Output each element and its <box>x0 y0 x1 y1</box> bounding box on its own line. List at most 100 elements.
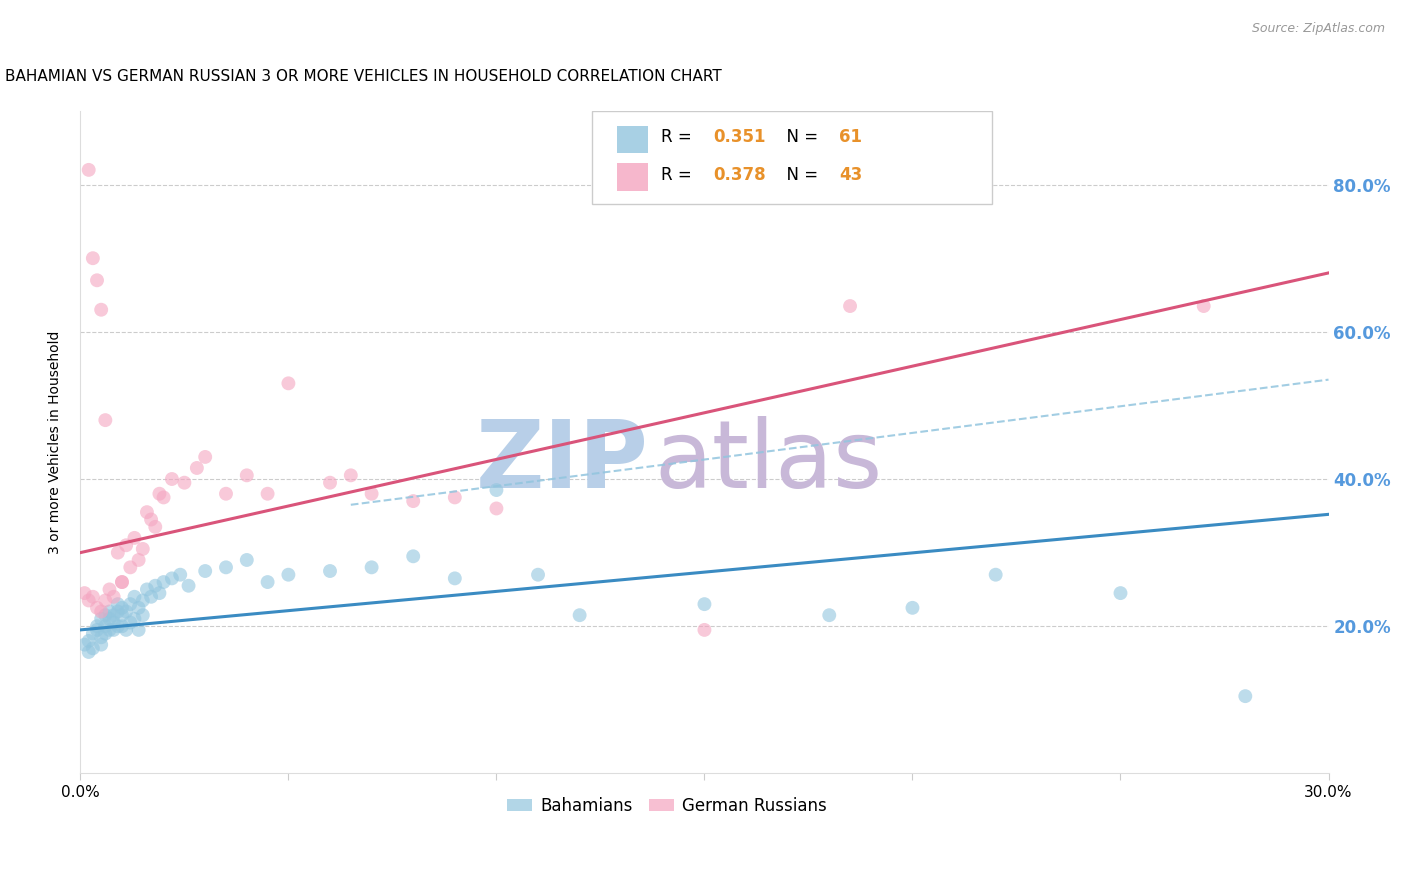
Point <box>136 505 159 519</box>
Point <box>136 582 159 597</box>
Point <box>82 626 104 640</box>
Point <box>94 619 117 633</box>
Text: Source: ZipAtlas.com: Source: ZipAtlas.com <box>1251 22 1385 36</box>
Point <box>124 531 146 545</box>
Point <box>111 575 134 590</box>
Point <box>215 487 238 501</box>
Point <box>98 612 121 626</box>
Point <box>236 468 259 483</box>
Point <box>115 623 138 637</box>
Point <box>128 623 150 637</box>
Point <box>82 641 104 656</box>
Point <box>77 645 100 659</box>
Point <box>120 615 142 630</box>
Point <box>139 512 162 526</box>
Point <box>1234 689 1257 703</box>
Point <box>115 605 138 619</box>
Point <box>277 376 299 391</box>
Point <box>124 590 146 604</box>
Point <box>173 475 195 490</box>
Point <box>402 549 425 564</box>
Text: BAHAMIAN VS GERMAN RUSSIAN 3 OR MORE VEHICLES IN HOUSEHOLD CORRELATION CHART: BAHAMIAN VS GERMAN RUSSIAN 3 OR MORE VEH… <box>6 70 723 85</box>
Point <box>111 608 134 623</box>
Point <box>90 612 112 626</box>
Point <box>120 597 142 611</box>
Point <box>194 564 217 578</box>
Text: atlas: atlas <box>655 416 883 508</box>
Point <box>86 273 108 287</box>
Point <box>86 619 108 633</box>
Point <box>115 538 138 552</box>
Point <box>82 590 104 604</box>
Point <box>443 571 465 585</box>
Point <box>527 567 550 582</box>
Point <box>256 575 278 590</box>
Point <box>128 553 150 567</box>
Point <box>319 564 342 578</box>
Y-axis label: 3 or more Vehicles in Household: 3 or more Vehicles in Household <box>48 331 62 554</box>
Point <box>236 553 259 567</box>
Point <box>77 162 100 177</box>
Point <box>94 626 117 640</box>
Point <box>194 450 217 464</box>
Point <box>360 560 382 574</box>
FancyBboxPatch shape <box>617 126 648 153</box>
Point <box>148 586 170 600</box>
Point <box>839 299 862 313</box>
Point <box>94 413 117 427</box>
Text: 43: 43 <box>839 166 862 184</box>
Text: N =: N = <box>776 166 823 184</box>
Point <box>103 590 125 604</box>
Point <box>86 600 108 615</box>
Text: R =: R = <box>661 128 697 145</box>
Point <box>128 600 150 615</box>
Point <box>111 619 134 633</box>
Point <box>984 567 1007 582</box>
Text: 0.351: 0.351 <box>713 128 766 145</box>
Point <box>139 590 162 604</box>
Point <box>568 608 591 623</box>
Point <box>693 623 716 637</box>
FancyBboxPatch shape <box>592 111 991 203</box>
Point <box>90 638 112 652</box>
Point <box>901 600 924 615</box>
Point <box>98 605 121 619</box>
Point <box>319 475 342 490</box>
Point <box>77 634 100 648</box>
Point <box>111 575 134 590</box>
Point <box>103 608 125 623</box>
Point <box>132 593 155 607</box>
Point <box>107 619 129 633</box>
Text: 0.378: 0.378 <box>713 166 766 184</box>
Point <box>1109 586 1132 600</box>
Point <box>186 461 208 475</box>
Point <box>107 546 129 560</box>
Point <box>90 302 112 317</box>
Point <box>1192 299 1215 313</box>
Point <box>82 251 104 265</box>
Point <box>177 579 200 593</box>
Point <box>169 567 191 582</box>
Point <box>402 494 425 508</box>
Point <box>693 597 716 611</box>
Point <box>94 608 117 623</box>
Point <box>152 575 174 590</box>
Point <box>98 582 121 597</box>
FancyBboxPatch shape <box>617 163 648 191</box>
Point <box>120 560 142 574</box>
Point <box>277 567 299 582</box>
Point <box>73 638 96 652</box>
Point <box>111 600 134 615</box>
Point <box>160 472 183 486</box>
Point <box>256 487 278 501</box>
Point <box>340 468 363 483</box>
Point <box>485 483 508 497</box>
Point <box>485 501 508 516</box>
Point <box>73 586 96 600</box>
Point <box>124 612 146 626</box>
Point <box>215 560 238 574</box>
Point <box>443 491 465 505</box>
Point <box>103 615 125 630</box>
Point <box>160 571 183 585</box>
Legend: Bahamians, German Russians: Bahamians, German Russians <box>501 790 834 822</box>
